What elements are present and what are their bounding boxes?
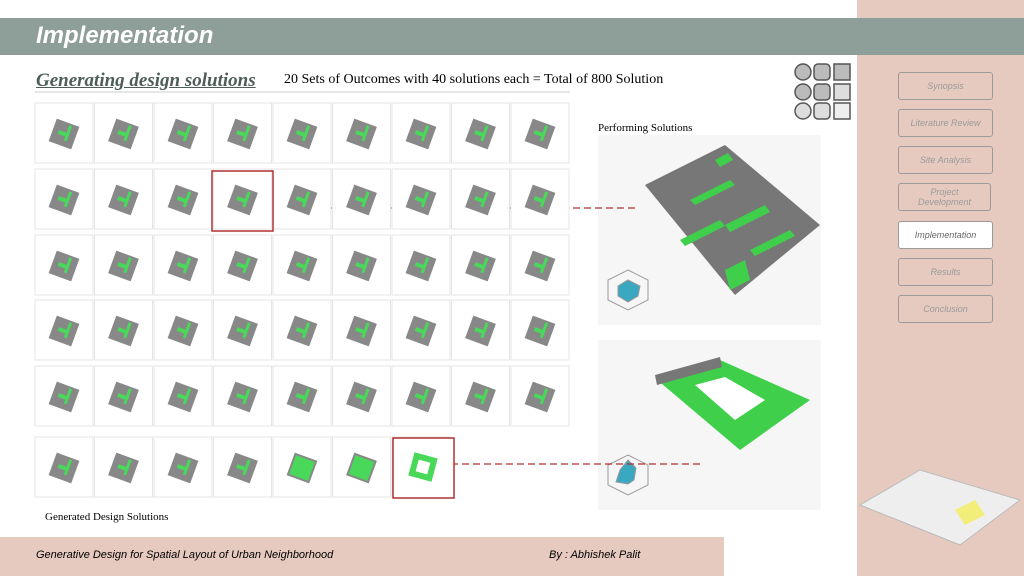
obsolete-void (695, 377, 765, 420)
thumbnail-green (63, 257, 73, 274)
thumbnail-green (182, 125, 192, 142)
icon (794, 63, 851, 120)
thumbnail-green (242, 459, 251, 476)
highlight-box (211, 170, 274, 232)
thumbnail-green (301, 257, 311, 274)
thumbnail-green (420, 191, 430, 208)
thumbnail-green (242, 125, 251, 142)
thumbnail-green (123, 322, 132, 339)
thumbnail-green (242, 388, 251, 405)
thumbnail-green (361, 388, 370, 405)
thumbnail-green (361, 191, 370, 208)
nav-button[interactable]: Project Development (898, 183, 991, 211)
city-highlight (955, 500, 985, 525)
thumbnail-green (242, 322, 251, 339)
thumbnail-green (480, 257, 489, 274)
thumbnail-green (123, 459, 132, 476)
thumbnail-frame (272, 102, 332, 164)
thumbnail-green (539, 125, 549, 142)
thumbnail-green (301, 388, 311, 405)
nav-button[interactable]: Literature Review (898, 109, 993, 137)
panel-caption: Performing Solutions (598, 122, 693, 134)
thumbnail-green (182, 257, 192, 274)
thumbnail-green (301, 125, 311, 142)
thumbnail-green (123, 388, 132, 405)
city-model (858, 469, 1022, 546)
section-title: Generating design solutions (36, 70, 256, 91)
thumbnail-green (301, 459, 311, 476)
nav-button[interactable]: Conclusion (898, 295, 993, 323)
thumbnail-green (123, 191, 132, 208)
thumbnail-green (63, 459, 73, 476)
thumbnail-green (301, 322, 311, 339)
thumbnail-green (420, 257, 430, 274)
slide-title: Implementation (36, 22, 214, 49)
thumbnail-green (182, 459, 192, 476)
thumbnail-green (242, 257, 251, 274)
thumbnail-green (242, 191, 251, 208)
nav-button[interactable]: Synopsis (898, 72, 993, 100)
thumbnail-green (301, 191, 311, 208)
thumbnail-frame (34, 365, 94, 427)
nav-button[interactable]: Implementation (898, 221, 993, 249)
performing-plan (645, 145, 820, 295)
thumbnail-green (182, 388, 192, 405)
footer-text: Generative Design for Spatial Layout of … (36, 549, 334, 561)
thumbnail-green (361, 257, 370, 274)
radar (607, 454, 649, 496)
thumbnail-green (539, 388, 549, 405)
thumbnail-green (123, 257, 132, 274)
footer-bar (0, 537, 724, 576)
thumbnail-green (63, 191, 73, 208)
thumbnail-green (539, 322, 549, 339)
thumbnail-green (361, 459, 370, 476)
green-blocks (680, 153, 795, 290)
thumbnail-frame (272, 299, 332, 361)
thumbnail-green (480, 191, 489, 208)
thumbnail-green (361, 322, 370, 339)
grid-caption: Generated Design Solutions (45, 511, 169, 523)
thumbnail-green (361, 125, 370, 142)
thumbnail-frame (272, 168, 332, 230)
nav-button[interactable]: Site Analysis (898, 146, 993, 174)
thumbnail-green (182, 191, 192, 208)
summary: 20 Sets of Outcomes with 40 solutions ea… (284, 72, 664, 87)
thumbnail-green (63, 125, 73, 142)
nav-button[interactable]: Results (898, 258, 993, 286)
thumbnail-green (182, 322, 192, 339)
footer-text: By : Abhishek Palit (549, 549, 641, 561)
thumbnail-green (480, 322, 489, 339)
thumbnail-green (63, 388, 73, 405)
obsolete-blocks (655, 357, 722, 385)
thumbnail-green (539, 191, 549, 208)
thumbnail-green (420, 322, 430, 339)
thumbnail-green (123, 125, 132, 142)
title-bar (0, 18, 1024, 55)
thumbnail-green (420, 125, 430, 142)
thumbnail-frame (332, 102, 391, 164)
thumbnail-green (420, 388, 430, 405)
thumbnail-green (63, 322, 73, 339)
thumbnail-green (539, 257, 549, 274)
thumbnail-green (480, 388, 489, 405)
radar (607, 269, 649, 311)
thumbnail-frame (213, 168, 272, 230)
thumbnail-green (480, 125, 489, 142)
obsolete-thumb-void (415, 459, 431, 475)
